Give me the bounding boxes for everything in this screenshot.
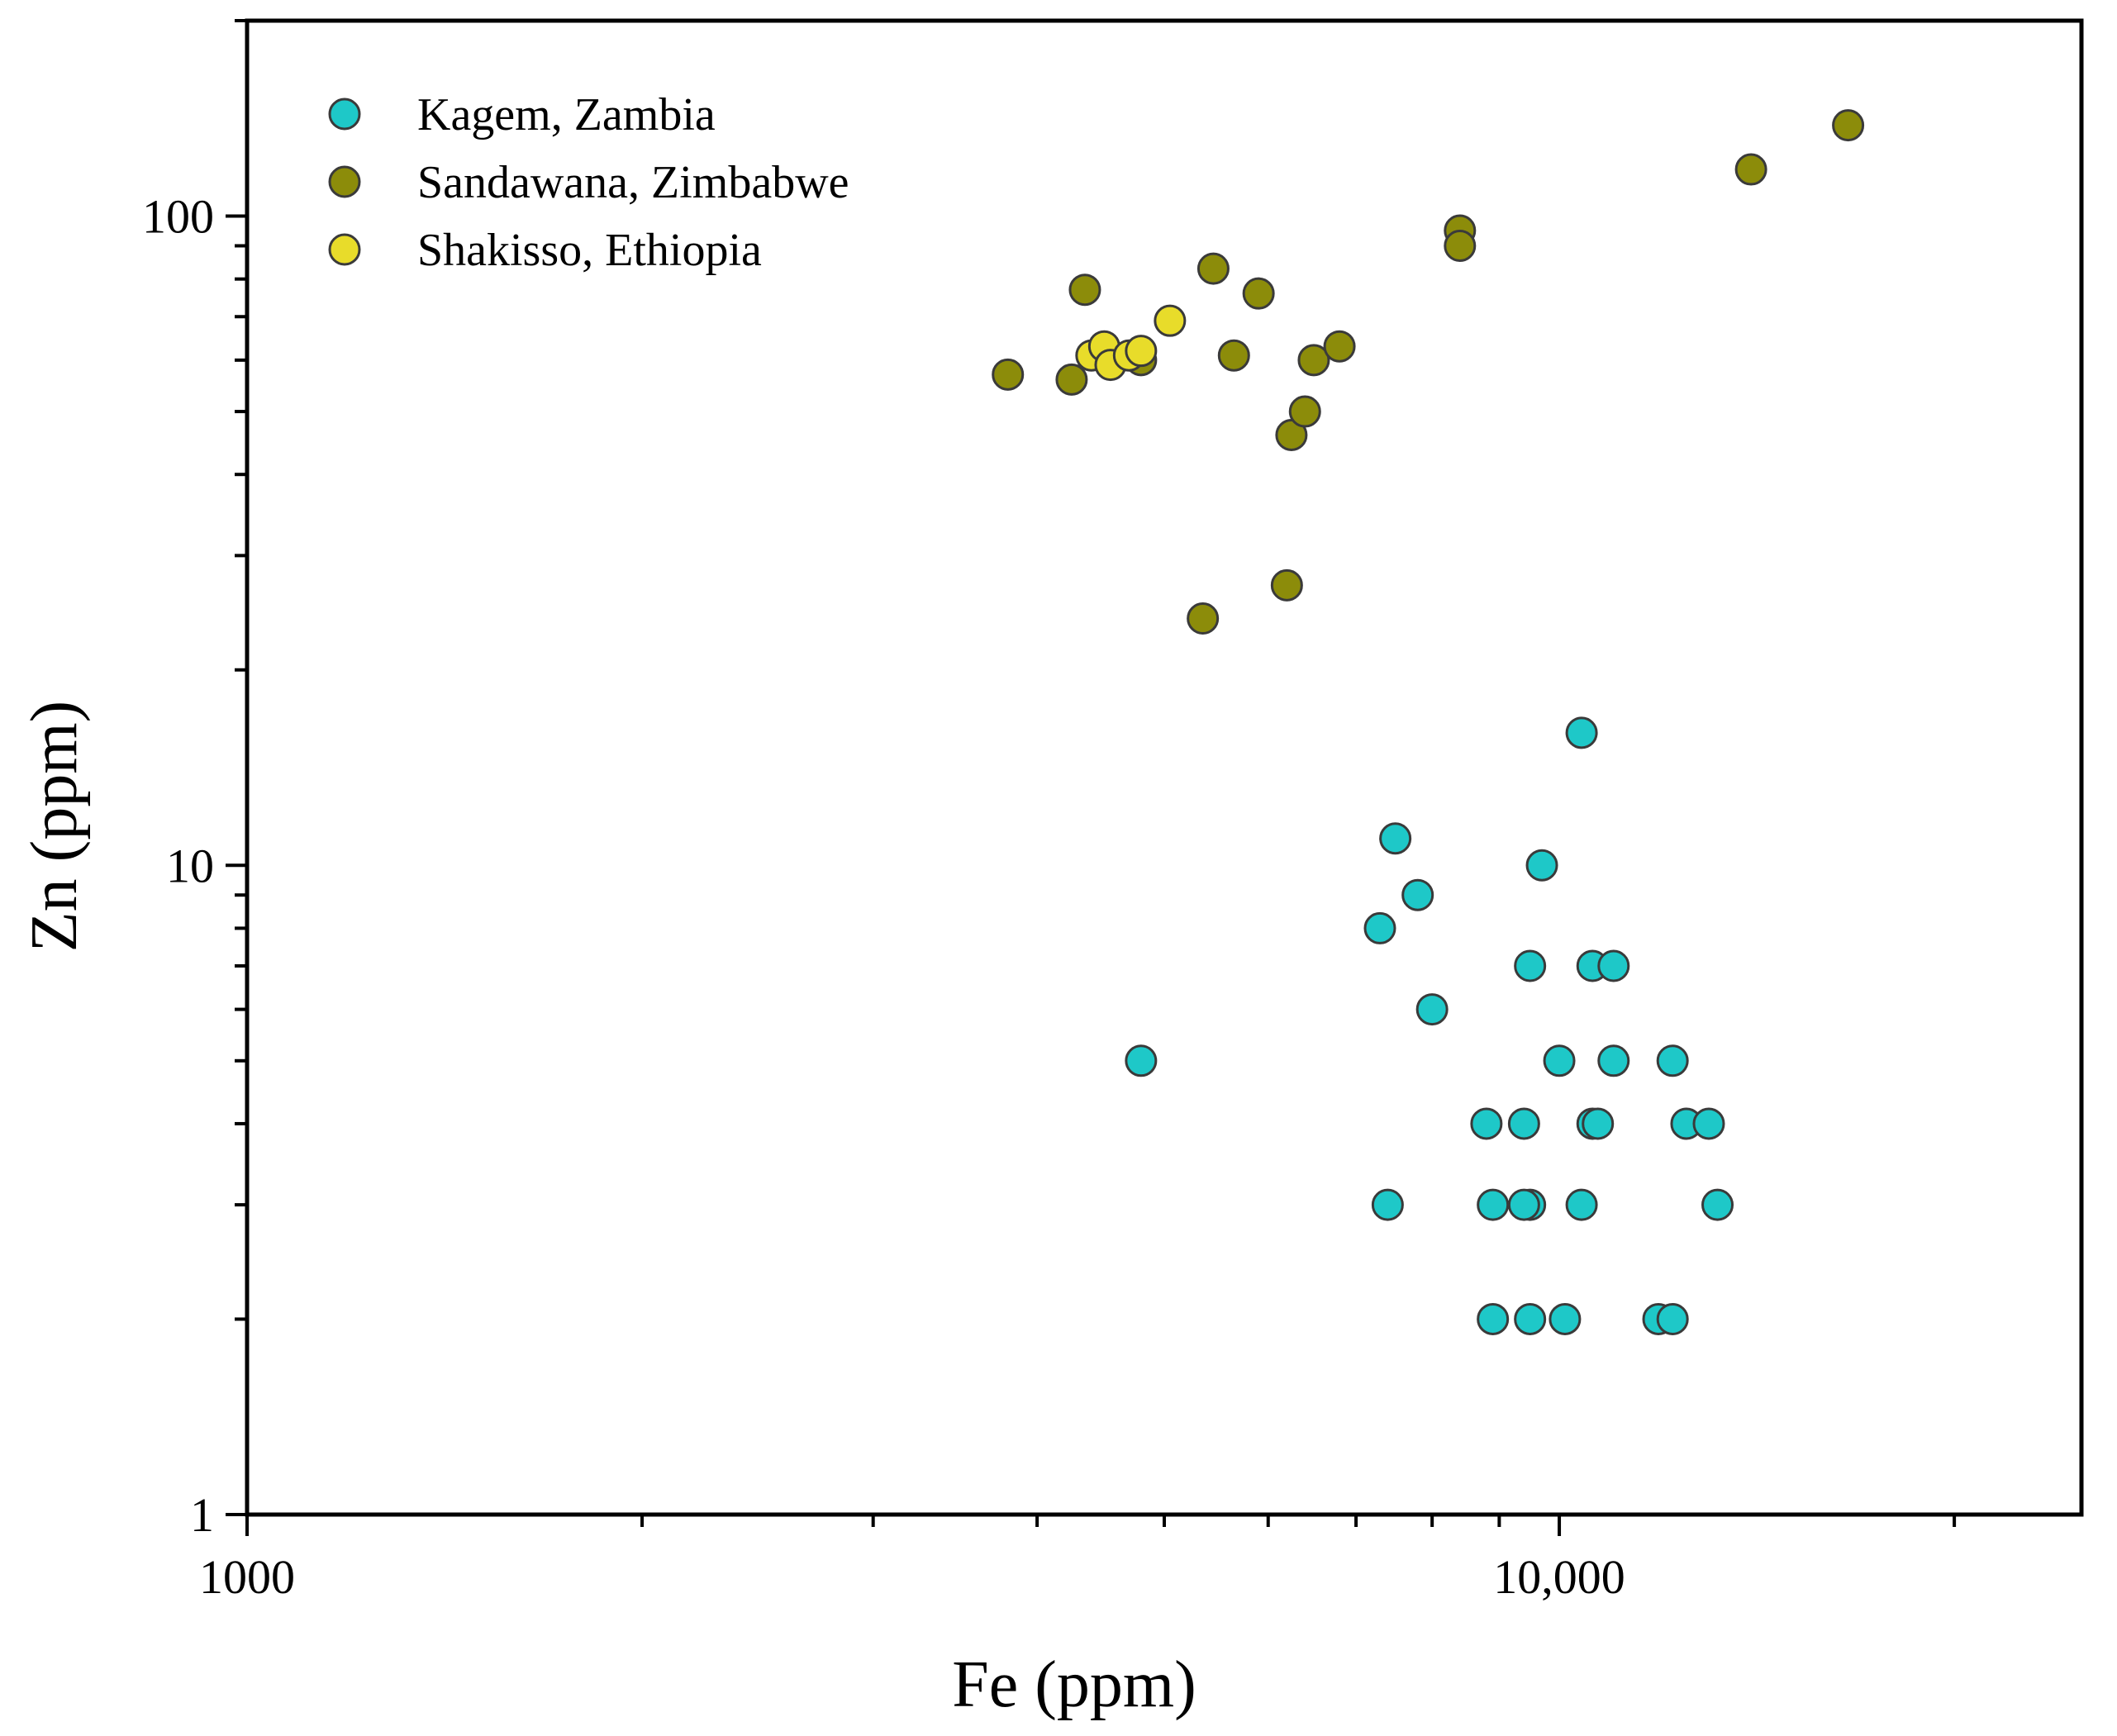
data-point-sandawana [1055, 363, 1088, 396]
plot-area [992, 109, 1865, 1335]
data-point-kagem [1379, 822, 1412, 855]
data-point-kagem [1507, 1107, 1540, 1140]
data-point-kagem [1692, 1107, 1725, 1140]
data-point-kagem [1543, 1044, 1576, 1077]
data-point-sandawana [1444, 229, 1477, 262]
data-point-kagem [1597, 1044, 1630, 1077]
data-point-shakisso [1125, 335, 1158, 368]
legend-label-shakisso: Shakisso, Ethiopia [417, 225, 762, 276]
data-point-kagem [1371, 1188, 1404, 1221]
data-point-kagem [1565, 1188, 1598, 1221]
data-point-kagem [1701, 1188, 1734, 1221]
data-point-sandawana [1217, 339, 1250, 372]
y-tick-label: 10 [166, 839, 214, 892]
x-tick-label: 1000 [199, 1550, 295, 1604]
x-axis-title: Fe (ppm) [952, 1648, 1196, 1721]
y-axis-title: Zn (ppm) [18, 701, 91, 952]
data-point-kagem [1656, 1044, 1689, 1077]
y-tick-label: 1 [190, 1488, 214, 1542]
data-point-sandawana [992, 358, 1025, 391]
data-point-sandawana [1288, 395, 1321, 428]
x-tick-label: 10,000 [1493, 1550, 1625, 1604]
data-point-kagem [1125, 1044, 1158, 1077]
data-point-sandawana [1832, 109, 1865, 142]
data-point-kagem [1565, 716, 1598, 749]
data-point-kagem [1597, 949, 1630, 982]
data-point-kagem [1363, 911, 1396, 944]
data-point-kagem [1525, 849, 1558, 882]
data-point-sandawana [1323, 330, 1356, 363]
data-point-sandawana [1270, 568, 1303, 602]
data-point-kagem [1415, 993, 1449, 1026]
data-point-sandawana [1068, 273, 1101, 307]
data-point-sandawana [1187, 602, 1220, 635]
data-point-kagem [1477, 1188, 1510, 1221]
legend-marker-shakisso [328, 233, 361, 266]
legend-marker-sandawana [328, 165, 361, 198]
data-point-kagem [1470, 1107, 1503, 1140]
legend: Kagem, Zambia Sandawana, Zimbabwe Shakisso… [328, 89, 849, 276]
legend-label-sandawana: Sandawana, Zimbabwe [417, 157, 849, 208]
x-axis: 1000 10,000 [199, 1515, 1957, 1604]
data-point-sandawana [1196, 252, 1230, 285]
data-point-sandawana [1242, 277, 1275, 310]
data-point-kagem [1549, 1302, 1582, 1335]
y-axis: 1 10 100 [142, 19, 247, 1542]
data-point-shakisso [1154, 304, 1187, 337]
data-point-sandawana [1297, 344, 1330, 377]
data-point-kagem [1401, 878, 1434, 911]
data-point-kagem [1656, 1302, 1689, 1335]
data-point-kagem [1514, 1302, 1547, 1335]
data-point-kagem [1582, 1107, 1615, 1140]
y-tick-label: 100 [142, 190, 214, 244]
data-point-kagem [1514, 949, 1547, 982]
legend-label-kagem: Kagem, Zambia [417, 89, 716, 140]
data-point-kagem [1477, 1302, 1510, 1335]
data-point-kagem [1507, 1188, 1540, 1221]
legend-marker-kagem [328, 98, 361, 131]
data-point-sandawana [1734, 153, 1767, 186]
